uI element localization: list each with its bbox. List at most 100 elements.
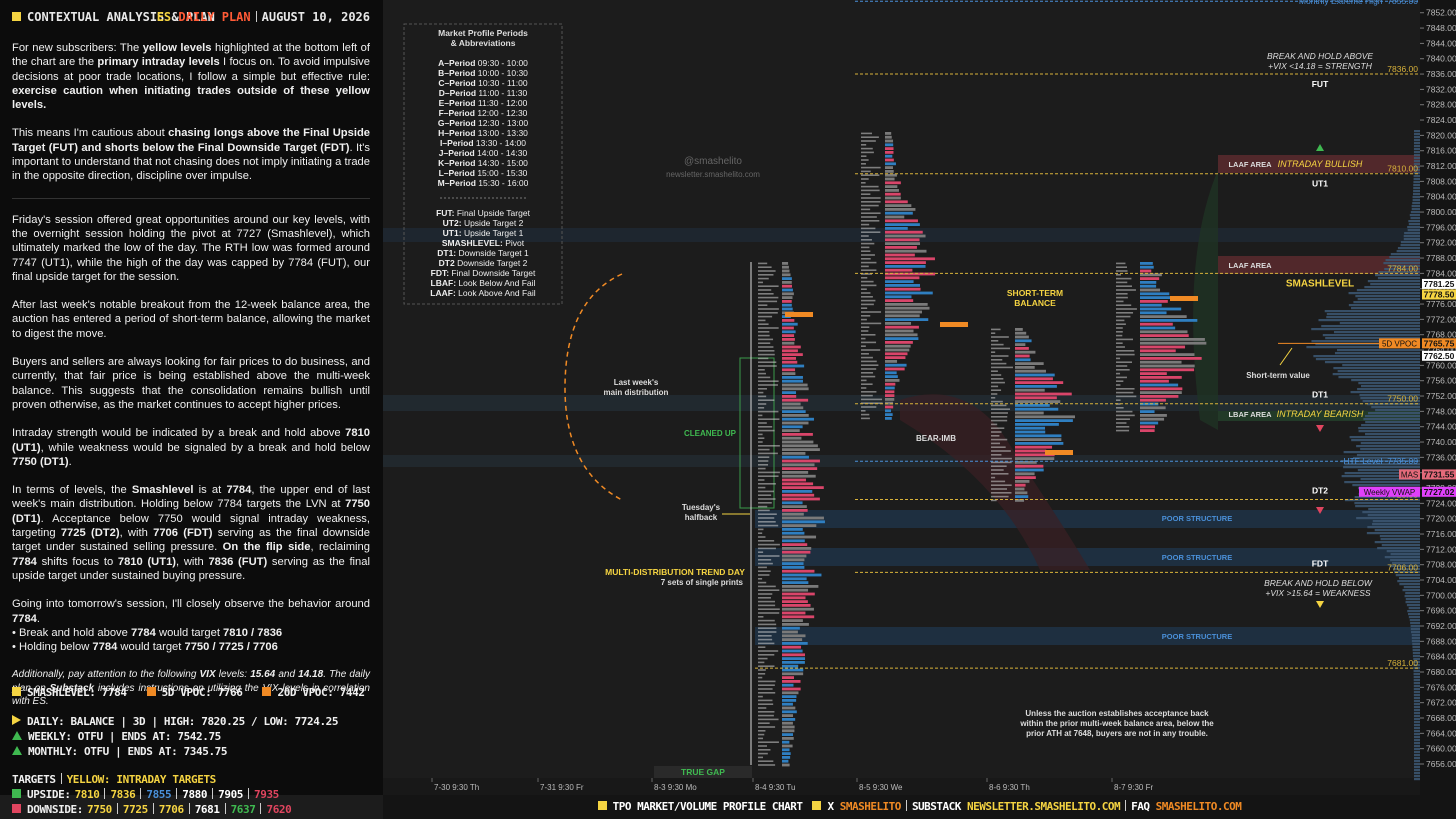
volume-bar (1393, 568, 1420, 571)
profile-bar (1140, 311, 1167, 315)
profile-bar (1015, 476, 1036, 479)
volume-bar (1406, 604, 1420, 607)
price-label: 7796.00 (1426, 222, 1456, 232)
tpo-letters (861, 227, 876, 230)
volume-bar (1379, 535, 1420, 538)
volume-bar (1413, 718, 1420, 721)
tpo-letters (758, 452, 778, 455)
volume-bar (1306, 346, 1420, 349)
volume-bar (1353, 301, 1420, 304)
volume-bar (1405, 601, 1420, 604)
price-label: 7764.00 (1426, 345, 1456, 355)
profile-bar (885, 348, 910, 352)
volume-bar (1351, 307, 1420, 310)
target-label: UPSIDE: (27, 788, 71, 801)
header-right: ES DAILY PLAN AUGUST 10, 2026 (157, 10, 370, 24)
volume-bar (1362, 400, 1420, 403)
tpo-letters (991, 359, 1003, 361)
abbrev-value: 11:00 - 11:30 (478, 88, 527, 98)
abbrev-box (403, 23, 563, 305)
abbrev-entry: G–Period 12:30 - 13:00 (438, 118, 529, 128)
tpo-letters (758, 680, 776, 683)
tpo-letters (991, 374, 1002, 376)
tpo-letters (861, 166, 881, 169)
profile-bar (885, 333, 918, 337)
profile-bar (1015, 464, 1044, 468)
bold-text: 7784 (130, 626, 156, 639)
tpo-letters (758, 289, 772, 291)
tpo-letters (758, 714, 774, 717)
profile-bar (1015, 499, 1025, 502)
profile-bar (782, 623, 809, 626)
tpo-letters (1116, 315, 1131, 318)
profile-bar (782, 718, 796, 721)
abbrev-key: I–Period (440, 138, 474, 148)
text-run: highlighted at the bottom left of the ch… (12, 42, 370, 69)
profile-bar (782, 452, 806, 455)
level-label: FUT (1312, 79, 1329, 89)
profile-bar (1015, 487, 1025, 491)
price-label: 7768.00 (1426, 330, 1456, 340)
tpo-letters (1116, 266, 1128, 268)
profile-bar (1015, 430, 1046, 434)
time-axis-bg (383, 778, 1420, 795)
profile-bar (782, 695, 797, 698)
volume-bar (1367, 403, 1420, 406)
volume-bar (1413, 661, 1420, 664)
target-value: 7750 (87, 803, 112, 816)
profile-bar (782, 581, 809, 584)
profile-bar (885, 390, 895, 394)
header-es: ES (156, 10, 172, 24)
tpo-letters (1116, 277, 1132, 280)
tpo-letters (758, 467, 766, 470)
tpo-letters (758, 471, 780, 474)
tpo-letters (861, 273, 873, 275)
volume-bar (1413, 133, 1420, 136)
volume-bar (1357, 298, 1420, 301)
tpo-letters (1116, 296, 1128, 299)
profile-bar (1140, 269, 1152, 273)
volume-bar (1413, 760, 1420, 763)
tpo-letters (758, 619, 775, 622)
volume-bar (1321, 325, 1420, 328)
volume-bar (1413, 748, 1420, 751)
profile-bar (1015, 415, 1076, 419)
annotation: Short-term value (1246, 371, 1310, 380)
tpo-letters (758, 445, 780, 447)
profile-bar (782, 543, 808, 546)
tpo-letters (758, 570, 771, 572)
abbrev-key: A–Period (438, 58, 475, 68)
price-label: 7660.00 (1426, 744, 1456, 754)
zone-label: INTRADAY BULLISH (1278, 159, 1363, 169)
tpo-letters (758, 391, 764, 394)
tpo-letters (758, 745, 767, 747)
profile-bar (885, 166, 893, 169)
volume-bar (1364, 286, 1420, 289)
price-box-text: 7765.75 (1424, 338, 1455, 348)
abbrev-entry: LBAF: Look Below And Fail (431, 278, 536, 288)
panel-header: CONTEXTUAL ANALYSIS & PLAN ES DAILY PLAN… (12, 10, 370, 26)
volume-bar (1344, 481, 1420, 484)
volume-bar (1342, 364, 1420, 367)
profile-bar (1140, 425, 1156, 429)
tpo-letters (991, 438, 1008, 441)
tpo-letters (991, 476, 996, 479)
abbrev-value: 10:00 - 10:30 (478, 68, 528, 78)
abbrev-key: B–Period (438, 68, 475, 78)
profile-bar (1140, 360, 1182, 364)
profile-bar (1015, 366, 1035, 369)
profile-bar (1140, 349, 1176, 353)
profile-bar (885, 132, 892, 135)
abbrev-key: DT2 (439, 258, 455, 268)
tpo-letters (991, 419, 1008, 422)
tpo-letters (861, 250, 871, 252)
volume-bar (1341, 475, 1420, 478)
profile-bar (782, 300, 792, 303)
tpo-letters (1116, 426, 1130, 428)
tpo-letters (991, 378, 1004, 380)
profile-bar (782, 752, 791, 755)
volume-bar (1413, 706, 1420, 709)
abbrev-value: Downside Target 1 (459, 248, 530, 258)
profile-bar (1015, 339, 1032, 343)
profiles (758, 130, 1420, 781)
